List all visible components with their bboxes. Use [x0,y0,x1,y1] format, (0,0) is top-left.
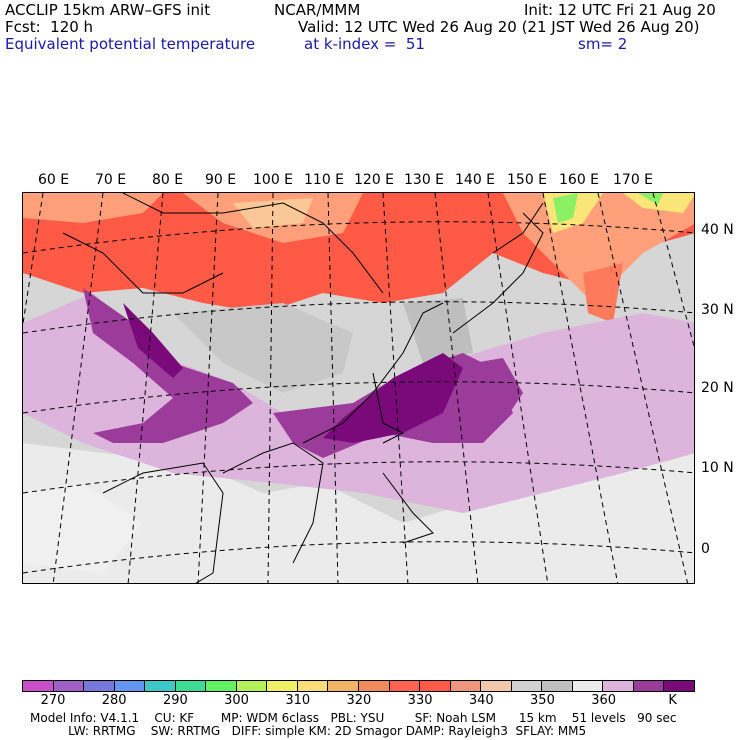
color-scale-segment [511,681,543,691]
latitude-label: 0 [701,541,710,557]
model-info-line2: LW: RRTMG SW: RRTMG DIFF: simple KM: 2D … [30,724,587,738]
model-info-line1: Model Info: V4.1.1 CU: KF MP: WDM 6class… [30,711,677,725]
color-scale-label: 330 [407,693,433,708]
color-scale-segment [359,681,390,691]
color-scale-segment [328,681,360,691]
color-scale-label: 320 [346,693,372,708]
color-scale-segment [450,681,482,691]
longitude-label: 80 E [152,172,184,188]
weather-map [22,192,695,584]
init-time: Init: 12 UTC Fri 21 Aug 20 [524,1,716,19]
color-scale-label: 300 [224,693,249,708]
longitude-label: 140 E [455,172,496,188]
latitude-label: 10 N [701,460,734,476]
latitude-label: 40 N [701,222,734,238]
color-scale-segment [420,681,451,691]
longitude-label: 170 E [613,172,654,188]
color-scale-segment [23,681,54,691]
color-scale-segment [206,681,237,691]
color-scale-segment [297,681,329,691]
color-scale-segment [603,681,634,691]
color-scale-segment [175,681,207,691]
color-scale-label: K [668,693,677,708]
longitude-label: 130 E [404,172,445,188]
color-scale-label: 350 [530,693,555,708]
color-scale-segment [236,681,268,691]
longitude-label: 160 E [559,172,600,188]
color-scale-segment [145,681,176,691]
color-scale-label: 280 [101,693,127,708]
color-scale-bar [22,680,695,692]
color-scale-segment [633,681,665,691]
longitude-label: 100 E [253,172,294,188]
color-scale-segment [664,681,695,691]
color-scale-label: 270 [40,693,66,708]
forecast-hour: Fcst: 120 h [5,18,94,36]
longitude-label: 110 E [304,172,345,188]
model-title: ACCLIP 15km ARW–GFS init [5,1,211,19]
latitude-label: 20 N [701,380,734,396]
latitude-label: 30 N [701,302,734,318]
field-name: Equivalent potential temperature [5,35,256,53]
color-scale-segment [572,681,604,691]
color-scale-segment [267,681,298,691]
theta-e-field [23,193,694,583]
longitude-label: 120 E [354,172,395,188]
color-scale-segment [389,681,421,691]
longitude-label: 70 E [95,172,127,188]
color-scale-label: 290 [162,693,188,708]
color-scale-segment [542,681,573,691]
color-scale-label: 360 [591,693,617,708]
color-scale-segment [114,681,146,691]
valid-time: Valid: 12 UTC Wed 26 Aug 20 (21 JST Wed … [298,18,700,36]
longitude-label: 90 E [205,172,237,188]
longitude-label: 60 E [38,172,70,188]
k-index-label: at k-index = 51 [304,35,425,53]
smoothing-label: sm= 2 [578,35,628,53]
color-scale-segment [481,681,512,691]
color-scale-label: 310 [285,693,311,708]
institution-label: NCAR/MMM [274,1,361,19]
color-scale-segment [84,681,115,691]
color-scale-segment [53,681,85,691]
color-scale-label: 340 [468,693,494,708]
longitude-label: 150 E [507,172,548,188]
